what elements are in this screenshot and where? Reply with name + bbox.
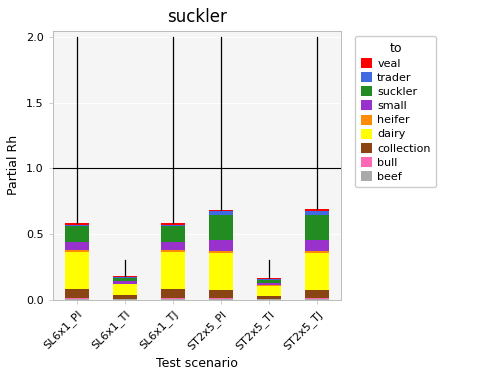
Bar — [113, 281, 137, 284]
Bar — [257, 279, 281, 280]
Bar — [113, 277, 137, 278]
Bar — [113, 295, 137, 299]
Y-axis label: Partial Rh: Partial Rh — [8, 135, 21, 195]
Bar — [305, 290, 329, 298]
Bar — [257, 286, 281, 296]
Bar — [161, 225, 185, 226]
Bar — [257, 278, 281, 279]
Bar — [209, 251, 233, 253]
Bar — [65, 223, 89, 225]
Bar — [65, 242, 89, 250]
Bar — [305, 251, 329, 253]
Bar — [305, 209, 329, 210]
Bar — [65, 298, 89, 299]
Bar — [113, 299, 137, 300]
Bar — [161, 250, 185, 252]
Bar — [161, 223, 185, 225]
Bar — [209, 210, 233, 215]
Bar — [257, 285, 281, 286]
Bar — [161, 242, 185, 250]
X-axis label: Test scenario: Test scenario — [156, 358, 238, 370]
Legend: veal, trader, suckler, small, heifer, dairy, collection, bull, beef: veal, trader, suckler, small, heifer, da… — [355, 36, 436, 187]
Bar — [65, 289, 89, 298]
Bar — [257, 299, 281, 300]
Bar — [257, 280, 281, 283]
Bar — [209, 298, 233, 299]
Bar — [161, 226, 185, 242]
Bar — [305, 240, 329, 251]
Bar — [161, 252, 185, 289]
Bar — [161, 298, 185, 299]
Bar — [257, 283, 281, 285]
Bar — [209, 290, 233, 298]
Bar — [65, 299, 89, 300]
Bar — [305, 253, 329, 290]
Bar — [257, 296, 281, 299]
Bar — [65, 252, 89, 289]
Bar — [65, 225, 89, 226]
Bar — [209, 215, 233, 240]
Bar — [113, 284, 137, 295]
Bar — [209, 240, 233, 251]
Title: suckler: suckler — [167, 8, 227, 26]
Bar — [305, 298, 329, 299]
Bar — [161, 299, 185, 300]
Bar — [113, 276, 137, 277]
Bar — [65, 226, 89, 242]
Bar — [209, 299, 233, 300]
Bar — [161, 289, 185, 298]
Bar — [209, 253, 233, 290]
Bar — [305, 210, 329, 215]
Bar — [65, 250, 89, 252]
Bar — [305, 299, 329, 300]
Bar — [113, 278, 137, 281]
Bar — [305, 215, 329, 240]
